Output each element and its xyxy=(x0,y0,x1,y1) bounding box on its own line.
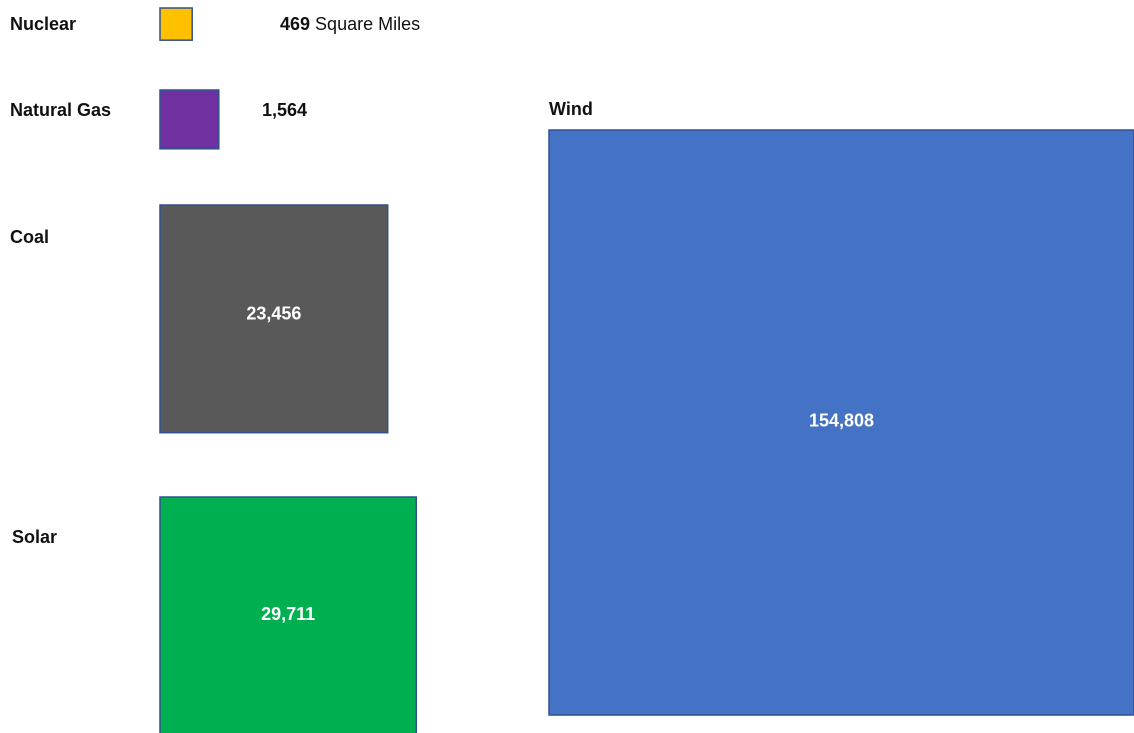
category-label: Coal xyxy=(10,227,49,247)
area-square xyxy=(159,496,418,733)
area-square xyxy=(159,89,220,150)
category-label: Natural Gas xyxy=(10,100,111,120)
category-label: Solar xyxy=(12,527,57,547)
value-label: 23,456 xyxy=(246,304,301,324)
category-label: Wind xyxy=(549,99,593,119)
unit-label: Square Miles xyxy=(315,14,420,34)
value-label: 469 xyxy=(280,14,310,34)
area-square xyxy=(159,204,389,434)
category-label: Nuclear xyxy=(10,14,76,34)
value-label: 29,711 xyxy=(261,604,315,624)
value-label: 154,808 xyxy=(809,410,874,430)
value-label: 1,564 xyxy=(262,100,307,120)
area-square xyxy=(548,129,1134,716)
area-square xyxy=(159,7,193,41)
